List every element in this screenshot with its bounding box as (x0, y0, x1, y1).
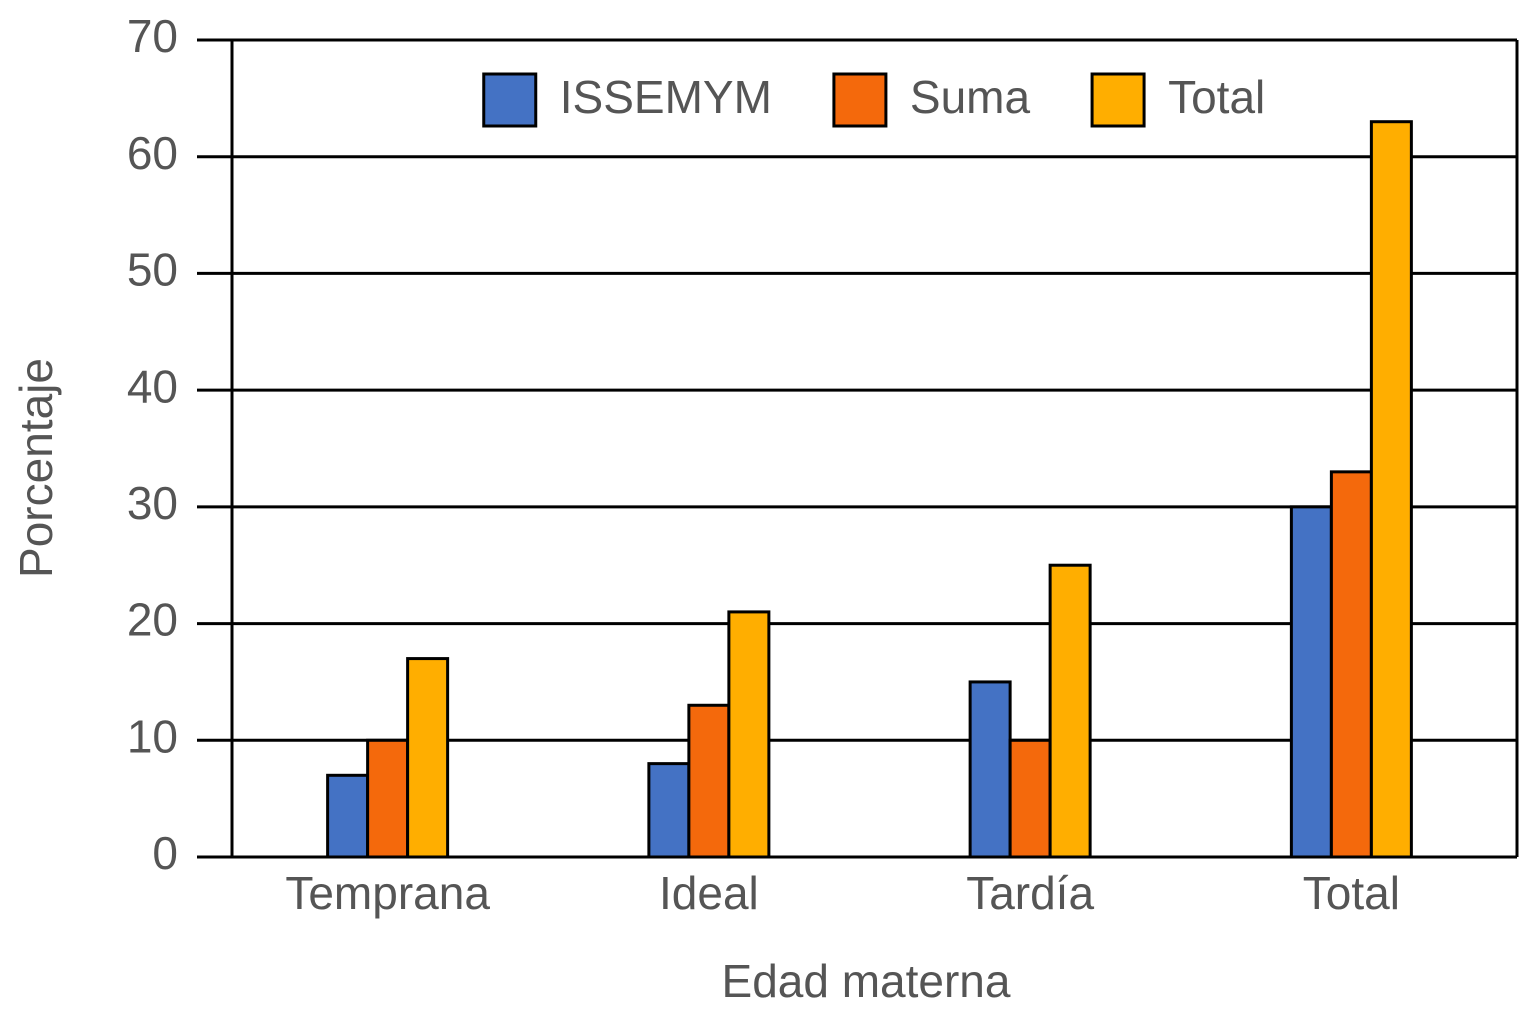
legend-label: Suma (910, 71, 1031, 123)
legend-swatch (482, 72, 538, 128)
y-tick-label: 60 (127, 127, 178, 179)
bar (1369, 120, 1413, 859)
bar (1289, 505, 1333, 859)
x-tick-label: Ideal (659, 867, 759, 919)
legend-swatch (832, 72, 888, 128)
bar (727, 610, 771, 859)
bar (1008, 738, 1052, 859)
bar (406, 657, 450, 859)
y-tick-label: 0 (152, 827, 178, 879)
legend-label: Total (1168, 71, 1265, 123)
bar (687, 703, 731, 859)
bar (968, 680, 1012, 859)
bar (326, 773, 370, 859)
bar (1048, 563, 1092, 859)
y-tick-label: 40 (127, 360, 178, 412)
bar (647, 762, 691, 859)
x-tick-label: Total (1303, 867, 1400, 919)
y-axis-label: Porcentaje (10, 358, 62, 578)
x-tick-label: Temprana (285, 867, 490, 919)
x-tick-label: Tardía (966, 867, 1094, 919)
y-tick-label: 10 (127, 710, 178, 762)
y-tick-label: 20 (127, 594, 178, 646)
y-tick-label: 50 (127, 244, 178, 296)
legend-swatch (1090, 72, 1146, 128)
bar (1329, 470, 1373, 859)
x-axis-label: Edad materna (722, 955, 1011, 1007)
y-tick-label: 30 (127, 477, 178, 529)
bar (366, 738, 410, 859)
y-tick-label: 70 (127, 10, 178, 62)
legend-label: ISSEMYM (560, 71, 772, 123)
